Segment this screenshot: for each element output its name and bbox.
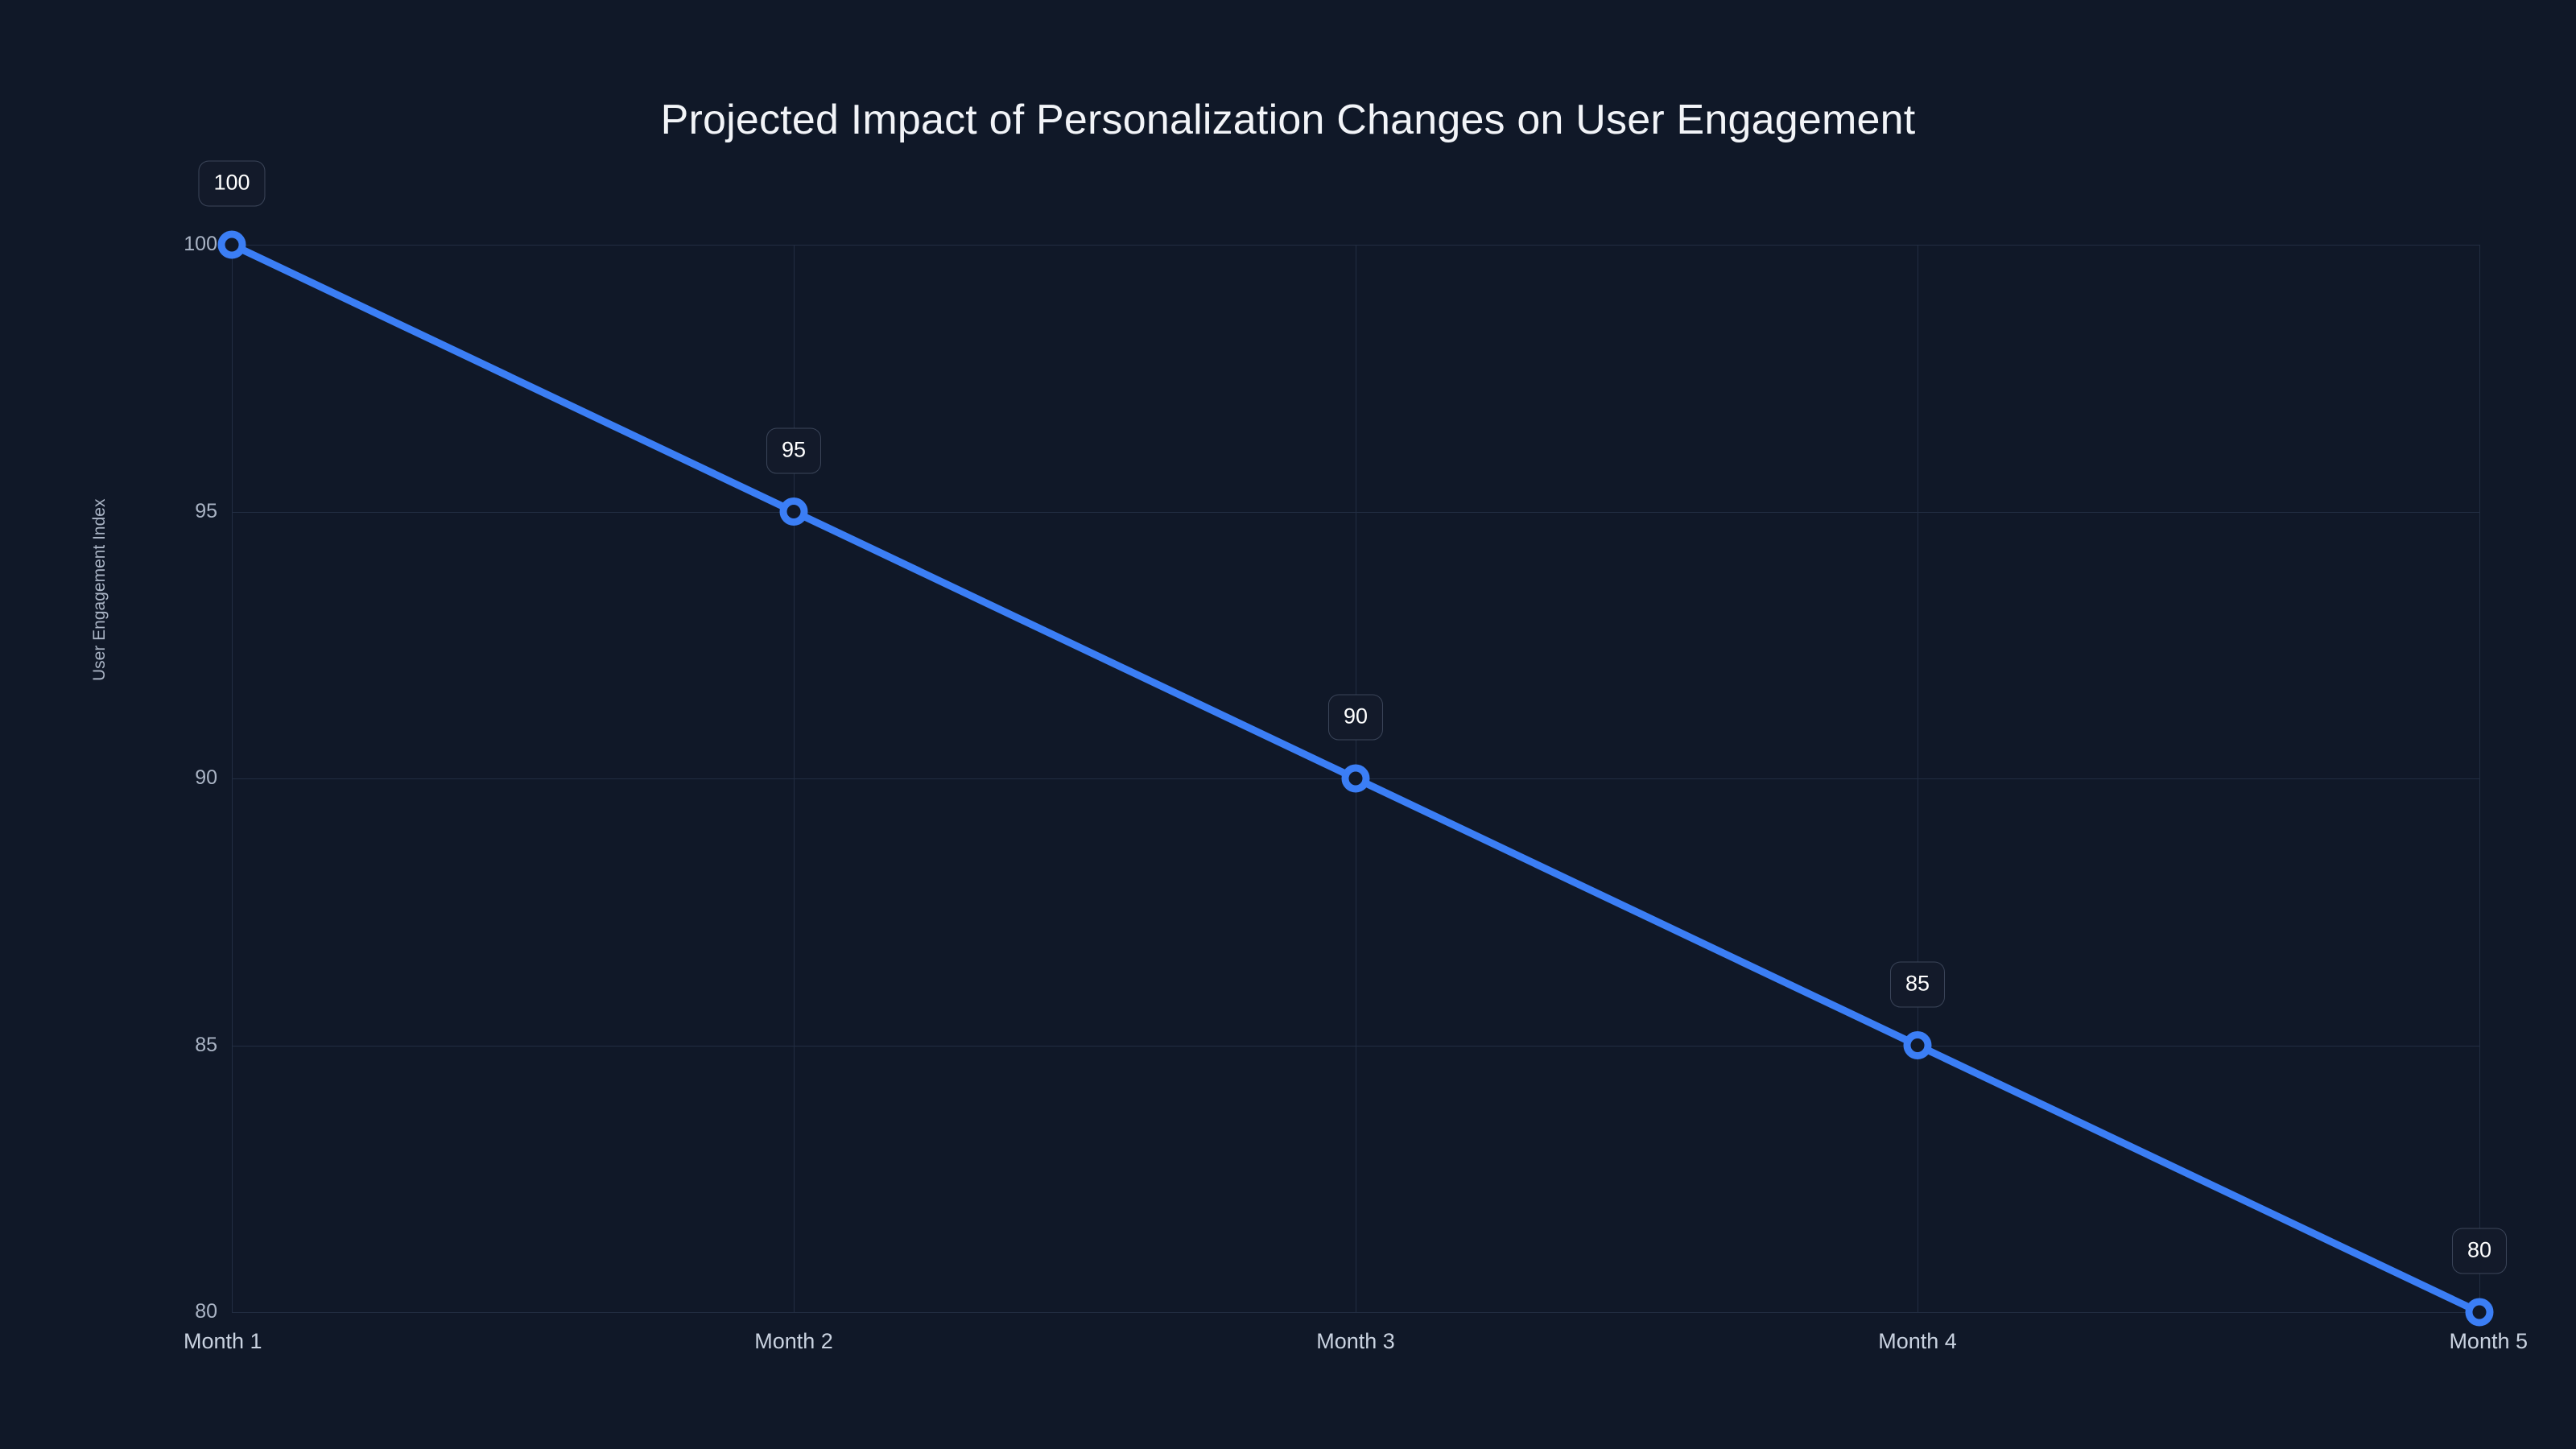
gridline-vertical [232,245,233,1312]
chart-title: Projected Impact of Personalization Chan… [660,97,1916,143]
data-point-label: 80 [2451,1228,2508,1274]
plot-area [232,245,2480,1313]
data-point-label: 100 [198,160,266,207]
x-axis-tick-label: Month 2 [754,1329,833,1353]
x-axis-tick-label: Month 1 [184,1329,262,1353]
y-axis-tick-label: 95 [195,499,217,522]
gridline-vertical [2479,245,2480,1312]
y-axis-tick-label: 80 [195,1300,217,1323]
x-axis-tick-label: Month 5 [2449,1329,2528,1353]
data-point-label: 95 [766,427,822,473]
y-axis-tick-label: 100 [184,233,217,255]
gridline-vertical [794,245,795,1312]
y-axis-tick-label: 90 [195,766,217,789]
x-axis-tick-label: Month 3 [1316,1329,1395,1353]
x-axis-tick-label: Month 4 [1878,1329,1957,1353]
y-axis-tick-label: 85 [195,1033,217,1056]
data-point-label: 90 [1327,694,1384,741]
y-axis-title: User Engagement Index [90,498,109,681]
data-point-label: 85 [1889,961,1946,1007]
gridline-horizontal [232,1312,2479,1313]
